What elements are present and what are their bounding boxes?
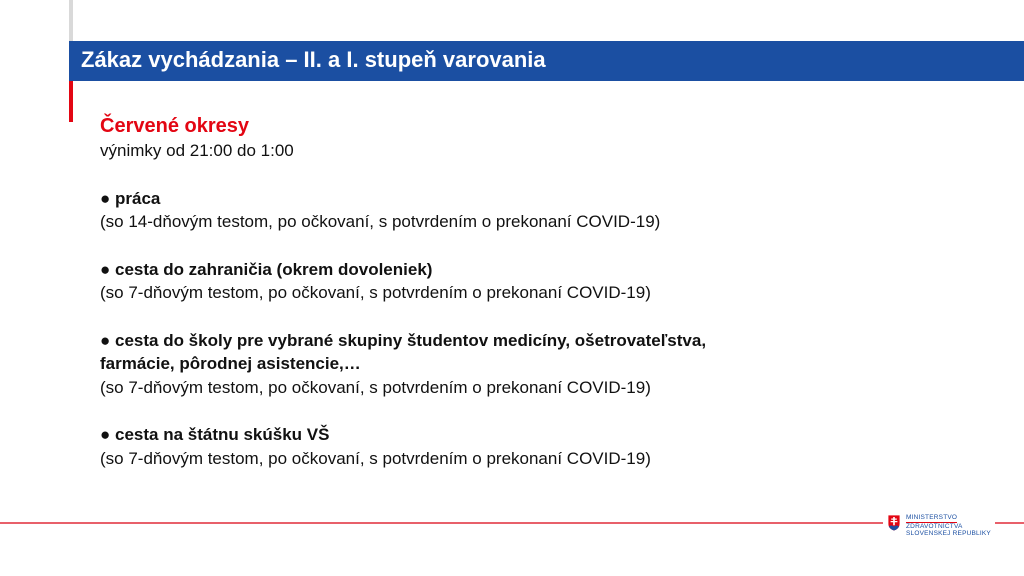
logo-line-3: SLOVENSKEJ REPUBLIKY <box>906 530 991 537</box>
slovak-coat-of-arms-icon <box>887 514 901 532</box>
list-item-title: ● cesta na štátnu skúšku VŠ <box>100 425 330 444</box>
list-item-title: ● cesta do zahraničia (okrem dovoleniek) <box>100 259 433 279</box>
list-item-title: ● práca <box>100 188 161 208</box>
title-bar: Zákaz vychádzania – II. a I. stupeň varo… <box>69 41 1024 81</box>
footer-line <box>0 522 1024 524</box>
list-item-note: (so 7-dňovým testom, po očkovaní, s potv… <box>100 283 651 302</box>
slide-title: Zákaz vychádzania – II. a I. stupeň varo… <box>81 47 546 72</box>
section-heading: Červené okresy <box>100 115 249 137</box>
logo-line-1: MINISTERSTVO <box>906 514 958 523</box>
list-item-title: ● cesta do školy pre vybrané skupiny štu… <box>100 330 707 350</box>
logo-line-2: ZDRAVOTNÍCTVA <box>906 522 963 530</box>
grey-accent-line <box>69 0 73 41</box>
section-subheading: výnimky od 21:00 do 1:00 <box>100 141 294 160</box>
list-item-note: (so 7-dňovým testom, po očkovaní, s potv… <box>100 448 651 468</box>
list-item-note: (so 14-dňovým testom, po očkovaní, s pot… <box>100 212 661 231</box>
list-item-note: (so 7-dňovým testom, po očkovaní, s potv… <box>100 377 651 397</box>
slide-content: Červené okresy výnimky od 21:00 do 1:00 … <box>100 113 706 470</box>
ministry-logo: MINISTERSTVO ZDRAVOTNÍCTVA SLOVENSKEJ RE… <box>883 514 995 538</box>
red-accent-line <box>69 81 73 122</box>
list-item-title-continued: farmácie, pôrodnej asistencie,… <box>100 354 361 373</box>
